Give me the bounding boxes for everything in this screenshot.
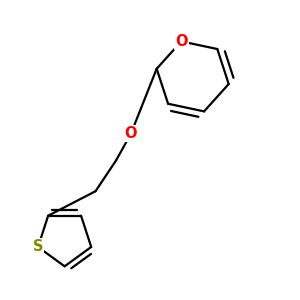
Text: O: O [124, 126, 137, 141]
Text: O: O [175, 34, 188, 49]
Text: S: S [33, 239, 43, 254]
